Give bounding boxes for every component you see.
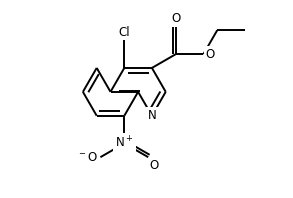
Text: N$^+$: N$^+$ <box>115 136 134 151</box>
Text: $^-$O: $^-$O <box>77 151 98 164</box>
Text: O: O <box>149 159 159 172</box>
Text: N: N <box>148 109 156 122</box>
Text: O: O <box>171 11 180 25</box>
Text: O: O <box>205 48 215 61</box>
Text: Cl: Cl <box>118 26 130 39</box>
